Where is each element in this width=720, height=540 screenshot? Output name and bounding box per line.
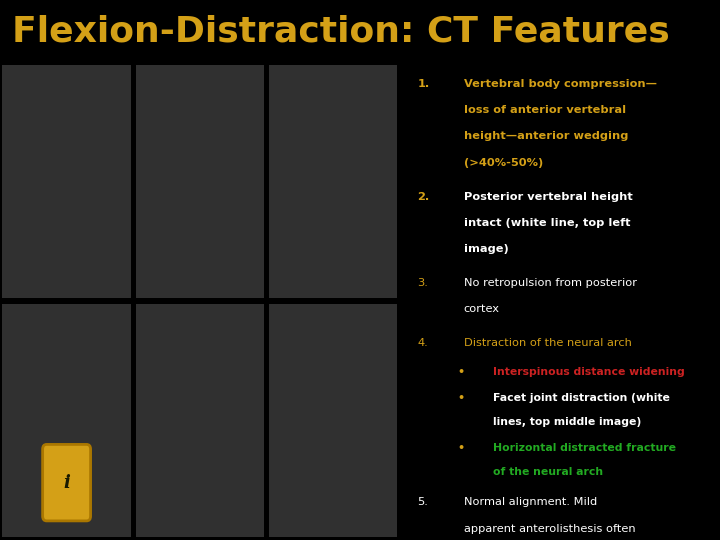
Text: 1.: 1. xyxy=(417,79,429,89)
Bar xyxy=(2,304,131,537)
Text: i: i xyxy=(63,474,70,491)
Bar xyxy=(269,304,397,537)
Text: 5.: 5. xyxy=(417,497,428,508)
Text: loss of anterior vertebral: loss of anterior vertebral xyxy=(464,105,626,115)
Text: Interspinous distance widening: Interspinous distance widening xyxy=(492,367,684,376)
Bar xyxy=(269,65,397,298)
Text: Posterior vertebral height: Posterior vertebral height xyxy=(464,192,632,201)
Text: intact (white line, top left: intact (white line, top left xyxy=(464,218,630,228)
Bar xyxy=(2,65,131,298)
Text: No retropulsion from posterior: No retropulsion from posterior xyxy=(464,278,636,288)
Text: Distraction of the neural arch: Distraction of the neural arch xyxy=(464,339,631,348)
Text: 3.: 3. xyxy=(417,278,428,288)
Text: Vertebral body compression—: Vertebral body compression— xyxy=(464,79,657,89)
Text: of the neural arch: of the neural arch xyxy=(492,467,603,477)
Text: •: • xyxy=(457,443,464,453)
Text: 2.: 2. xyxy=(417,192,429,201)
Text: lines, top middle image): lines, top middle image) xyxy=(492,417,641,427)
Text: Facet joint distraction (white: Facet joint distraction (white xyxy=(492,393,670,403)
Text: apparent anterolisthesis often: apparent anterolisthesis often xyxy=(464,524,635,534)
Bar xyxy=(135,65,264,298)
Text: •: • xyxy=(457,393,464,403)
Text: (>40%-50%): (>40%-50%) xyxy=(464,158,543,168)
Text: Normal alignment. Mild: Normal alignment. Mild xyxy=(464,497,597,508)
Text: image): image) xyxy=(464,244,508,254)
Text: Flexion-Distraction: CT Features: Flexion-Distraction: CT Features xyxy=(12,14,670,48)
Text: •: • xyxy=(457,367,464,376)
Bar xyxy=(135,304,264,537)
Text: 4.: 4. xyxy=(417,339,428,348)
Text: cortex: cortex xyxy=(464,305,500,314)
Text: Horizontal distracted fracture: Horizontal distracted fracture xyxy=(492,443,675,453)
Text: height—anterior wedging: height—anterior wedging xyxy=(464,131,628,141)
FancyBboxPatch shape xyxy=(42,444,91,521)
